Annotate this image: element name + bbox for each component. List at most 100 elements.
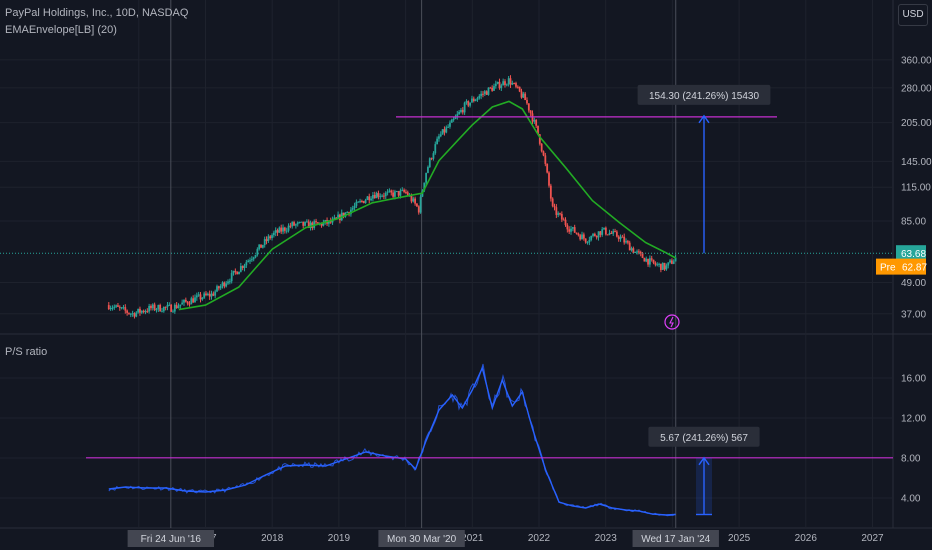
lightning-bolt-icon [669,316,674,328]
candle-body [571,227,574,229]
candle-body [285,230,288,232]
candle-body [515,83,517,87]
candle-body [151,304,154,309]
candle-body [465,101,468,103]
candle-body [234,270,237,272]
candle-body [582,234,585,239]
candle-body [217,286,220,289]
candle-body [438,136,440,139]
candle-body [190,298,193,305]
candle-body [634,251,637,253]
candle-body [614,231,616,233]
candle-body [555,207,558,215]
candle-body [406,192,409,196]
candle-body [509,78,512,85]
candle-body [533,119,536,122]
candle-body [377,193,380,197]
candle-body [430,158,433,160]
candle-body [384,192,387,197]
pre-price-value: 62.87 [902,263,927,274]
candle-body [537,125,539,135]
candle-body [586,242,589,244]
candle-body [463,102,466,113]
candle-body [148,305,151,312]
candle-body [516,86,519,88]
candle-body [212,293,215,296]
measure-label: 154.30 (241.26%) 15430 [649,91,760,102]
candle-body [166,304,169,308]
candle-body [447,126,450,128]
grid [0,0,932,529]
candle-body [236,271,239,275]
price-tick-label: 280.00 [901,83,932,94]
candle-body [199,294,202,300]
candle-body [153,304,156,310]
candle-body [280,227,283,232]
candle-body [469,102,472,106]
candle-body [274,230,277,233]
candle-body [293,222,295,226]
crosshair-date-label: Mon 30 Mar '20 [387,534,457,545]
candle-body [150,305,152,309]
ps-measure-arrowhead [698,456,710,466]
ps-tick-label: 8.00 [901,454,921,465]
candle-body [623,236,626,243]
candle-body [228,281,231,283]
candle-body [261,245,264,248]
candle-body [300,221,303,223]
candle-body [454,116,457,119]
candle-body [351,208,354,210]
candle-body [227,281,229,284]
ps-tick-label: 4.00 [901,494,921,505]
candle-body [287,225,290,231]
candle-body [131,313,134,315]
candle-body [597,231,600,238]
candle-body [493,86,495,91]
crosshair-date-label: Fri 24 Jun '16 [141,534,202,545]
candle-body [639,251,642,254]
candle-body [361,200,363,202]
candle-body [129,313,132,315]
candle-body [485,91,488,95]
year-tick-label: 2026 [795,533,818,544]
candle-body [474,99,477,102]
candle-body [436,138,439,145]
candle-body [443,129,446,133]
candle-body [610,232,613,234]
candle-body [291,222,294,227]
candle-body [617,236,620,240]
candle-body [667,262,670,266]
candle-body [449,122,451,127]
candle-body [309,222,312,229]
pre-label: Pre [880,263,896,274]
candle-body [118,306,121,308]
candle-body [595,235,598,238]
candle-body [362,201,365,204]
candle-body [366,196,369,200]
candle-body [254,254,257,258]
candle-body [590,235,593,240]
price-tick-label: 49.00 [901,278,926,289]
year-tick-label: 2018 [261,533,284,544]
candle-body [573,227,576,233]
candle-body [333,217,336,220]
candle-body [483,91,486,94]
candle-body [450,119,453,123]
candle-body [487,87,490,95]
candle-body [271,235,273,239]
candle-body [626,241,629,243]
candle-body [111,307,114,309]
currency-button[interactable]: USD [898,4,928,26]
year-tick-label: 2027 [861,533,884,544]
candle-body [267,236,270,242]
candle-body [113,306,116,308]
candle-body [140,310,143,313]
candle-body [194,297,196,303]
candle-body [641,253,644,258]
candle-body [482,93,484,95]
candle-body [588,239,591,243]
ps-panel-title: P/S ratio [5,346,48,358]
candle-body [232,270,235,274]
candle-body [425,172,428,183]
price-tick-label: 85.00 [901,216,926,227]
